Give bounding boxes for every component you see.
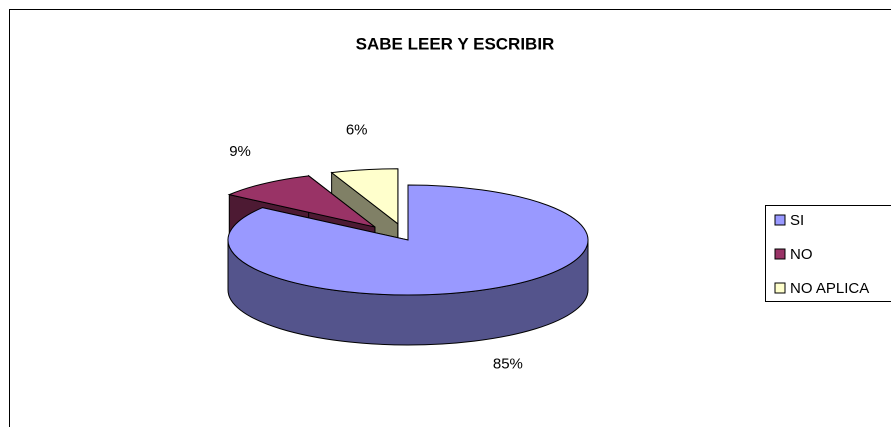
chart-title: SABE LEER Y ESCRIBIR [356,34,555,53]
legend-swatch [774,282,786,294]
data-label: 85% [493,356,523,373]
legend-swatch [774,248,786,260]
legend-box [765,205,891,302]
pie-slice [330,168,399,225]
pie-slice [227,184,589,296]
legend-swatch [774,214,786,226]
legend-label: NO APLICA [790,280,869,297]
data-label: 6% [346,121,368,138]
data-label: 9% [229,143,251,160]
legend-label: SI [790,212,804,229]
legend-label: NO [790,246,813,263]
pie-slice [227,175,376,228]
